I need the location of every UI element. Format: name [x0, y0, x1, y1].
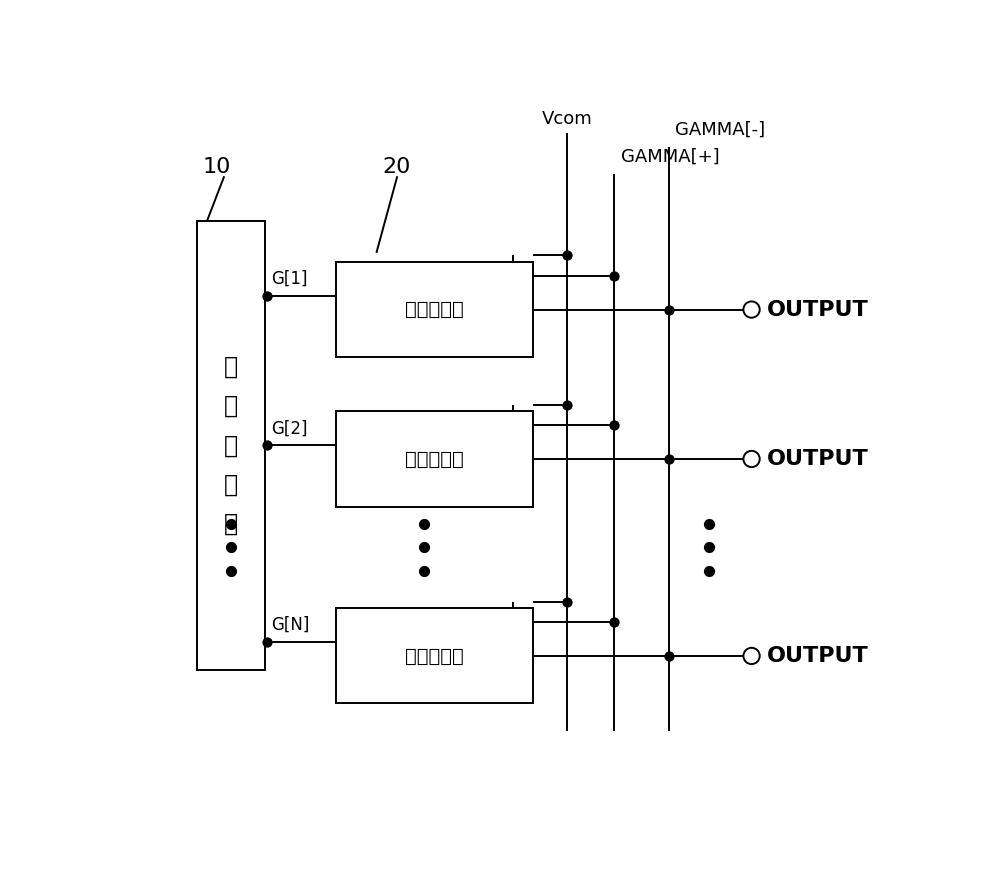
Text: Vcom: Vcom: [541, 110, 592, 129]
Point: [223, 540, 239, 555]
Point: [661, 649, 677, 663]
Point: [559, 398, 575, 412]
Point: [559, 594, 575, 609]
Point: [223, 517, 239, 531]
Text: OUTPUT: OUTPUT: [767, 300, 869, 319]
Text: OUTPUT: OUTPUT: [767, 646, 869, 666]
Text: 10: 10: [203, 157, 231, 177]
Point: [701, 540, 717, 555]
Point: [701, 564, 717, 578]
Point: [416, 564, 432, 578]
Point: [559, 248, 575, 262]
Text: 20: 20: [383, 157, 411, 177]
Text: GAMMA[-]: GAMMA[-]: [675, 121, 766, 138]
Point: [223, 564, 239, 578]
Point: [701, 517, 717, 531]
Text: G[N]: G[N]: [271, 617, 310, 634]
Text: 信号选择器: 信号选择器: [405, 300, 464, 319]
Text: 数
据
驱
动
器: 数 据 驱 动 器: [224, 355, 238, 535]
Bar: [197, 221, 265, 669]
Text: G[1]: G[1]: [271, 270, 308, 288]
Bar: [336, 262, 533, 357]
Point: [606, 615, 622, 629]
Point: [259, 635, 275, 649]
Text: OUTPUT: OUTPUT: [767, 449, 869, 469]
Point: [416, 517, 432, 531]
Text: G[2]: G[2]: [271, 419, 308, 437]
Point: [416, 540, 432, 555]
Point: [259, 438, 275, 452]
Text: 信号选择器: 信号选择器: [405, 450, 464, 468]
Bar: [336, 411, 533, 506]
Point: [606, 418, 622, 432]
Bar: [336, 609, 533, 704]
Point: [606, 268, 622, 282]
Text: GAMMA[+]: GAMMA[+]: [621, 148, 720, 166]
Point: [661, 452, 677, 466]
Point: [259, 289, 275, 303]
Point: [661, 303, 677, 317]
Text: 信号选择器: 信号选择器: [405, 647, 464, 665]
